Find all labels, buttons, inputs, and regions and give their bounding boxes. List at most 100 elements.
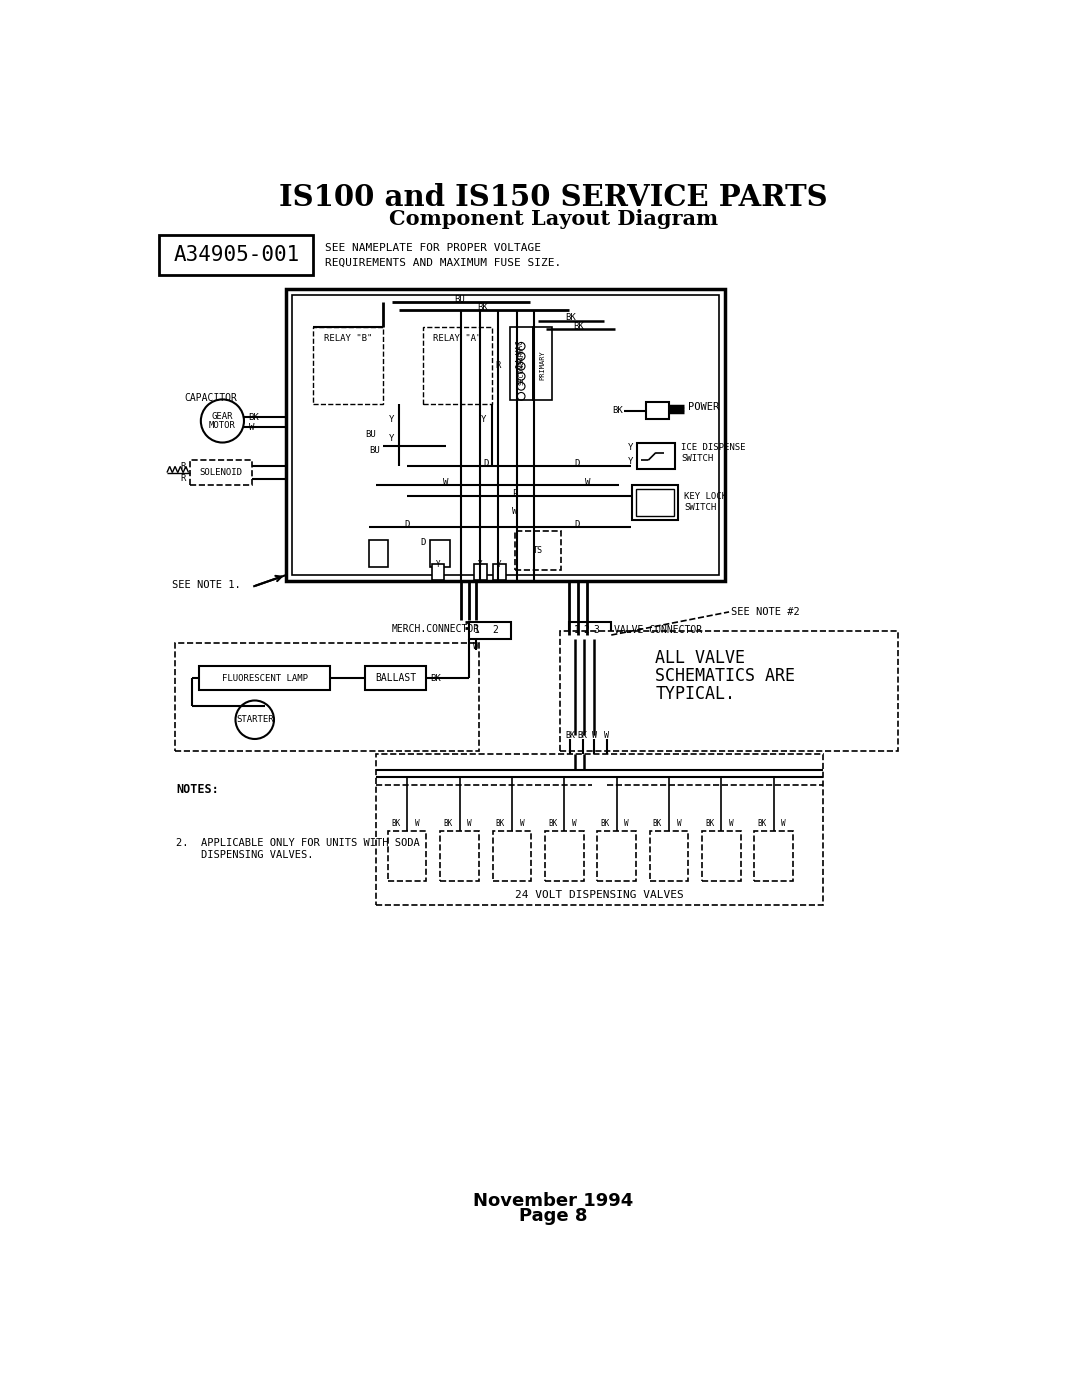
Text: CAPACITOR: CAPACITOR: [184, 393, 237, 402]
Text: W: W: [468, 819, 472, 828]
Text: IS100 and IS150 SERVICE PARTS: IS100 and IS150 SERVICE PARTS: [280, 183, 827, 212]
Text: Y: Y: [478, 560, 483, 569]
Text: A34905-001: A34905-001: [173, 244, 299, 264]
Bar: [702, 831, 741, 882]
Text: BK: BK: [496, 819, 505, 828]
Text: KEY LOCK: KEY LOCK: [685, 492, 728, 502]
Text: W: W: [519, 819, 524, 828]
Text: BU: BU: [455, 295, 464, 303]
Text: R: R: [496, 360, 501, 370]
Text: FLUORESCENT LAMP: FLUORESCENT LAMP: [221, 673, 308, 683]
Text: W: W: [473, 643, 478, 651]
Text: BK: BK: [612, 407, 623, 415]
Bar: [510, 327, 532, 400]
Text: 2: 2: [492, 626, 499, 636]
Bar: [368, 541, 388, 567]
Bar: [430, 541, 449, 567]
Bar: [469, 622, 511, 638]
Bar: [569, 622, 611, 638]
Text: W: W: [572, 819, 577, 828]
Bar: [559, 631, 899, 750]
Text: W: W: [512, 507, 517, 517]
Text: D: D: [405, 520, 410, 528]
Bar: [650, 831, 688, 882]
Bar: [159, 235, 313, 275]
Text: D: D: [573, 520, 579, 528]
Text: 1: 1: [573, 626, 580, 636]
Text: W: W: [592, 731, 597, 739]
Text: November 1994: November 1994: [473, 1192, 634, 1210]
Text: BK: BK: [444, 819, 453, 828]
Text: Component Layout Diagram: Component Layout Diagram: [389, 210, 718, 229]
Bar: [293, 295, 719, 576]
Text: BK: BK: [566, 731, 576, 739]
Text: SWITCH: SWITCH: [681, 454, 714, 464]
Bar: [200, 666, 330, 690]
Bar: [494, 564, 505, 580]
Text: SEE NAMEPLATE FOR PROPER VOLTAGE: SEE NAMEPLATE FOR PROPER VOLTAGE: [325, 243, 541, 253]
Text: 24 VOLT DISPENSING VALVES: 24 VOLT DISPENSING VALVES: [515, 890, 684, 900]
Text: D: D: [573, 458, 579, 468]
Text: PRIMARY: PRIMARY: [539, 351, 545, 380]
Text: SWITCH: SWITCH: [685, 503, 717, 511]
Text: SECONDARY: SECONDARY: [518, 346, 524, 384]
Text: BK: BK: [600, 819, 610, 828]
Text: RELAY "A": RELAY "A": [433, 334, 482, 344]
Text: D: D: [420, 538, 426, 548]
Text: W: W: [415, 819, 419, 828]
Bar: [422, 327, 491, 404]
Bar: [532, 327, 552, 400]
Text: D: D: [484, 458, 489, 468]
Bar: [286, 289, 725, 581]
Bar: [474, 564, 486, 580]
Text: W: W: [248, 423, 254, 432]
Text: ALL VALVE: ALL VALVE: [656, 650, 745, 668]
Bar: [636, 489, 674, 515]
Text: BK: BK: [391, 819, 401, 828]
Text: RELAY "B": RELAY "B": [324, 334, 373, 344]
Text: BU: BU: [366, 430, 377, 439]
Bar: [175, 643, 478, 750]
Bar: [441, 831, 478, 882]
Text: SEE NOTE #2: SEE NOTE #2: [730, 606, 799, 617]
Text: 2: 2: [583, 626, 589, 636]
Bar: [313, 327, 382, 404]
Text: BK: BK: [578, 731, 588, 739]
Text: SOLENOID: SOLENOID: [200, 468, 242, 476]
Text: BK: BK: [549, 819, 557, 828]
Text: BK: BK: [705, 819, 715, 828]
Text: DISPENSING VALVES.: DISPENSING VALVES.: [176, 851, 313, 861]
Text: TYPICAL.: TYPICAL.: [656, 685, 735, 703]
Bar: [646, 402, 669, 419]
Text: GEAR: GEAR: [212, 412, 233, 420]
Text: Y: Y: [497, 560, 502, 569]
Text: SEE NOTE 1.: SEE NOTE 1.: [173, 580, 241, 590]
Text: NOTES:: NOTES:: [176, 782, 219, 795]
Text: BK: BK: [572, 321, 583, 331]
Text: 24 VAC: 24 VAC: [516, 339, 525, 367]
Text: VALVE CONNECTOR: VALVE CONNECTOR: [613, 626, 702, 636]
Text: STARTER: STARTER: [235, 715, 273, 724]
Text: MERCH.CONNECTOR: MERCH.CONNECTOR: [392, 624, 480, 634]
Bar: [432, 564, 444, 580]
Text: P: P: [512, 489, 517, 497]
Text: W: W: [677, 819, 681, 828]
Text: W: W: [782, 819, 786, 828]
Bar: [377, 754, 823, 904]
Bar: [597, 831, 636, 882]
Text: R: R: [180, 462, 186, 471]
Text: W: W: [443, 478, 448, 488]
Bar: [365, 666, 427, 690]
Bar: [755, 831, 793, 882]
Text: W: W: [729, 819, 733, 828]
Text: 2.  APPLICABLE ONLY FOR UNITS WITH SODA: 2. APPLICABLE ONLY FOR UNITS WITH SODA: [176, 838, 420, 848]
Text: Y: Y: [627, 457, 633, 467]
Text: BK: BK: [652, 819, 662, 828]
Text: W: W: [604, 731, 609, 739]
Text: TS: TS: [534, 546, 543, 555]
Bar: [492, 831, 531, 882]
Text: BK: BK: [248, 412, 259, 422]
Text: POWER: POWER: [688, 402, 719, 412]
Text: BALLAST: BALLAST: [375, 673, 416, 683]
Bar: [636, 443, 675, 469]
